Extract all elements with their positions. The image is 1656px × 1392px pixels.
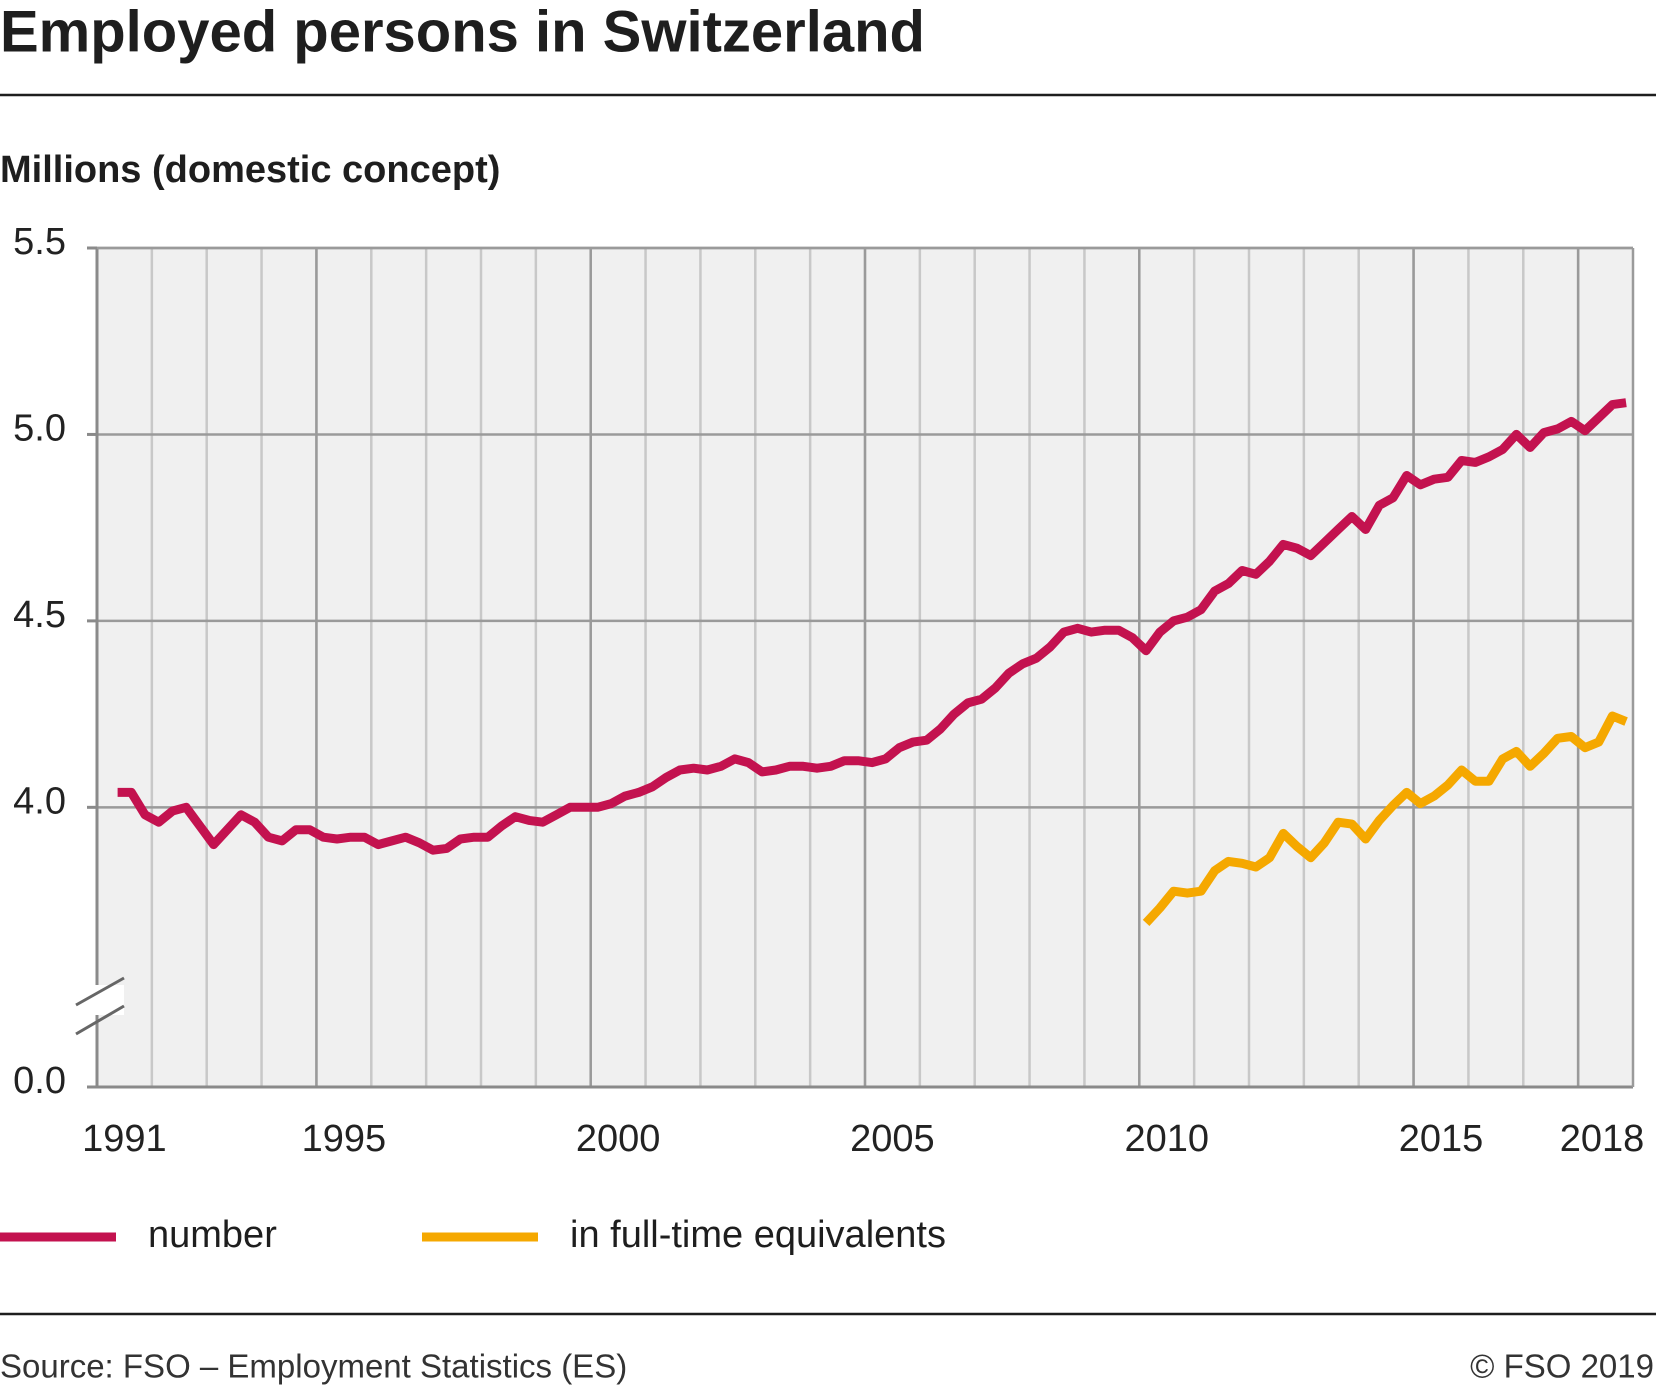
- axis-break-stroke: [75, 1004, 125, 1036]
- x-tick-label: 1991: [82, 1118, 167, 1160]
- axis-break-stroke: [75, 976, 125, 1007]
- x-tick-label: 1995: [302, 1118, 387, 1160]
- x-tick-label: 2010: [1124, 1118, 1209, 1160]
- lines: [117, 398, 1628, 926]
- y-tick-label: 5.5: [13, 221, 66, 263]
- y-tick-label: 5.0: [13, 407, 66, 449]
- legend: number in full-time equivalents: [0, 1214, 946, 1256]
- chart-title: Employed persons in Switzerland: [0, 0, 925, 64]
- y-tick-label: 0.0: [13, 1060, 66, 1102]
- x-tick-label: 2005: [850, 1118, 935, 1160]
- legend-label: number: [148, 1214, 277, 1256]
- source: Source: FSO – Employment Statistics (ES): [0, 1348, 627, 1385]
- series-line: [117, 398, 1627, 855]
- x-tick-label: 2018: [1560, 1118, 1645, 1160]
- chart-subtitle: Millions (domestic concept): [0, 149, 500, 191]
- axis-break: [74, 976, 125, 1036]
- copyright: © FSO 2019: [1470, 1348, 1654, 1385]
- x-tick-label: 2000: [576, 1118, 661, 1160]
- y-tick-label: 4.0: [13, 780, 66, 822]
- series-line: [1142, 711, 1628, 926]
- y-tick-label: 4.5: [13, 594, 66, 636]
- legend-label: in full-time equivalents: [570, 1214, 946, 1256]
- grid: [87, 246, 1635, 1089]
- x-tick-label: 2015: [1399, 1118, 1484, 1160]
